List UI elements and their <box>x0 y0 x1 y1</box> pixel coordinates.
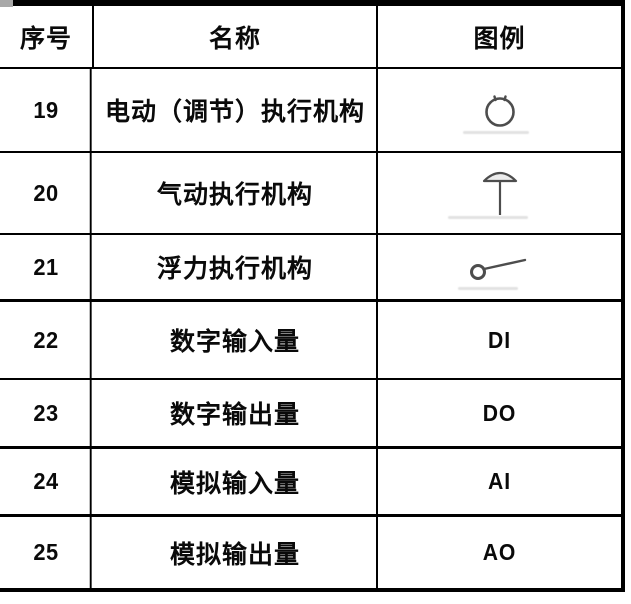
row-name: 数字输入量 <box>94 302 378 378</box>
row-name: 电动（调节）执行机构 <box>94 69 378 151</box>
row-name: 数字输出量 <box>94 380 378 446</box>
row-name: 模拟输出量 <box>94 517 378 588</box>
header-cell-no: 序号 <box>0 6 94 67</box>
row-no: 21 <box>2 235 92 299</box>
row-symbol-cell <box>378 235 621 299</box>
row-symbol-code: AO <box>482 539 517 565</box>
row-symbol-code: AI <box>488 468 511 494</box>
scan-shadow <box>448 216 528 219</box>
scan-shadow <box>458 287 518 290</box>
row-symbol-cell <box>378 153 621 233</box>
row-symbol-code: DO <box>482 399 517 426</box>
scan-smudge-artifact <box>0 0 13 7</box>
pneumatic-actuator-icon <box>482 171 517 215</box>
row-no: 20 <box>2 153 92 233</box>
table-row: 20 气动执行机构 <box>0 153 621 235</box>
row-name: 模拟输入量 <box>94 449 378 514</box>
table-row: 25 模拟输出量 AO <box>0 517 621 588</box>
float-actuator-icon <box>469 258 526 280</box>
table-row: 23 数字输出量 DO <box>0 380 621 449</box>
row-symbol-cell <box>378 69 621 151</box>
table-row: 21 浮力执行机构 <box>0 235 621 302</box>
table-header-row: 序号 名称 图例 <box>0 6 621 69</box>
row-no: 19 <box>2 69 92 151</box>
table-row: 22 数字输入量 DI <box>0 302 621 380</box>
row-name: 浮力执行机构 <box>94 235 378 299</box>
table-row: 19 电动（调节）执行机构 <box>0 69 621 153</box>
table-row: 24 模拟输入量 AI <box>0 449 621 517</box>
row-name: 气动执行机构 <box>94 153 378 233</box>
row-symbol-code: DI <box>488 326 511 353</box>
header-cell-name: 名称 <box>94 6 378 67</box>
legend-table: 序号 名称 图例 19 电动（调节）执行机构 20 气动执行机构 <box>0 0 625 592</box>
electric-actuator-icon <box>484 95 515 127</box>
row-no: 25 <box>2 517 92 588</box>
row-no: 23 <box>2 380 92 446</box>
scan-shadow <box>463 131 529 134</box>
row-no: 22 <box>2 302 92 378</box>
row-no: 24 <box>2 449 92 514</box>
header-cell-symbol: 图例 <box>473 24 526 53</box>
